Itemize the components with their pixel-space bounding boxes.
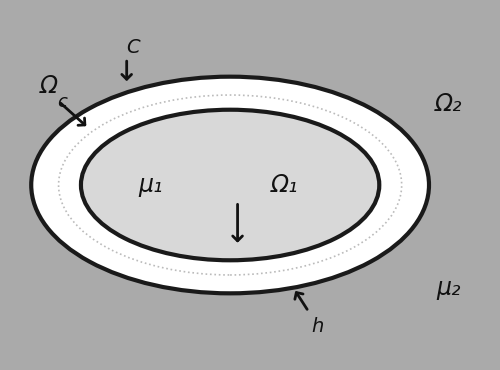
Text: c: c (58, 93, 68, 111)
Text: Ω: Ω (40, 74, 58, 98)
Text: Ω₂: Ω₂ (435, 92, 462, 116)
Ellipse shape (81, 110, 380, 260)
Text: C: C (126, 38, 140, 57)
Text: Ω₁: Ω₁ (271, 173, 298, 197)
Text: μ₂: μ₂ (436, 276, 461, 300)
Ellipse shape (31, 77, 429, 293)
Text: h: h (311, 317, 324, 336)
Text: μ₁: μ₁ (138, 173, 163, 197)
